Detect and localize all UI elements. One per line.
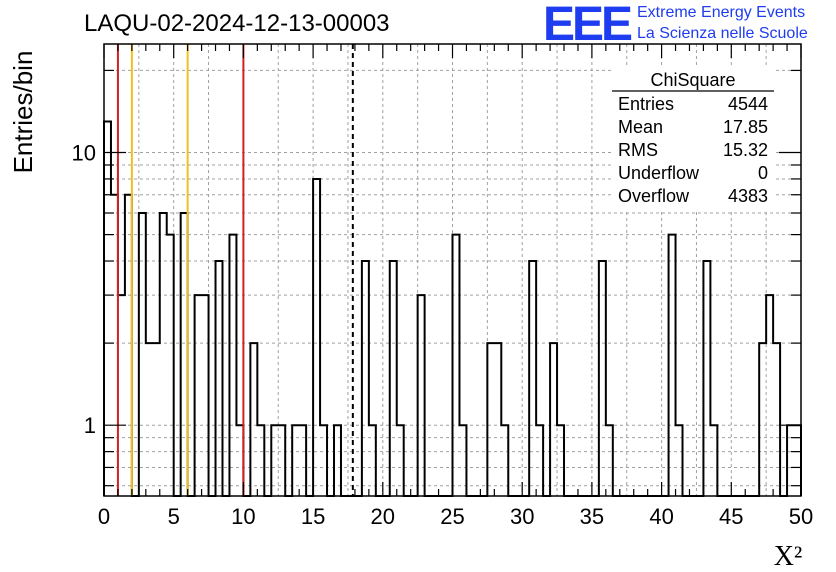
x-tick-label: 20: [371, 504, 395, 529]
stats-row-label: Overflow: [618, 186, 690, 206]
eee-logo: EEE: [543, 0, 633, 51]
x-tick-label: 50: [789, 504, 813, 529]
stats-row-label: Entries: [618, 94, 674, 114]
x-tick-label: 40: [649, 504, 673, 529]
stats-box-title: ChiSquare: [650, 70, 735, 90]
stats-row-value: 4383: [728, 186, 768, 206]
x-tick-label: 25: [440, 504, 464, 529]
stats-row-label: RMS: [618, 140, 658, 160]
y-tick-label: 1: [84, 413, 96, 438]
stats-row-label: Mean: [618, 117, 663, 137]
stats-row-value: 4544: [728, 94, 768, 114]
stats-row-value: 15.32: [723, 140, 768, 160]
x-axis-label: X²: [774, 541, 803, 572]
logo-line-1: Extreme Energy Events: [637, 4, 806, 21]
histogram-series: [103, 120, 802, 497]
stats-box: ChiSquare Entries 4544 Mean 17.85 RMS 15.32 Und…: [612, 67, 774, 209]
x-tick-label: 10: [231, 504, 255, 529]
x-tick-label: 5: [168, 504, 180, 529]
x-tick-label: 45: [719, 504, 743, 529]
stats-row-label: Underflow: [618, 163, 700, 183]
x-tick-label: 30: [510, 504, 534, 529]
stats-row-value: 0: [758, 163, 768, 183]
y-axis-label: Entries/bin: [8, 51, 38, 174]
chart-title: LAQU-02-2024-12-13-00003: [84, 10, 390, 37]
logo-line-2: La Scienza nelle Scuole: [637, 25, 808, 42]
x-tick-label: 0: [98, 504, 110, 529]
stats-row-value: 17.85: [723, 117, 768, 137]
x-tick-label: 35: [580, 504, 604, 529]
y-tick-label: 10: [72, 141, 96, 166]
x-tick-label: 15: [301, 504, 325, 529]
